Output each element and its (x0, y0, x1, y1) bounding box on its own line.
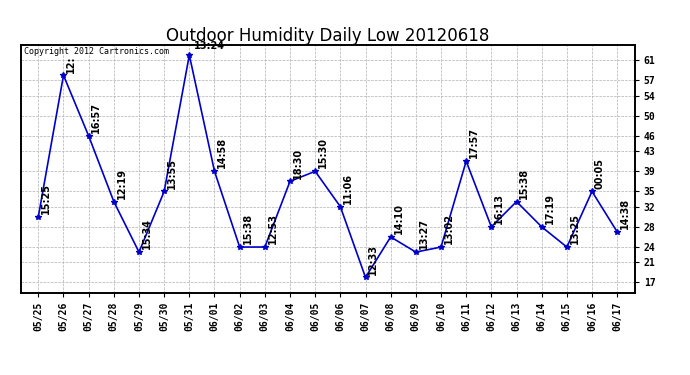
Text: 13:25: 13:25 (570, 213, 580, 244)
Text: 17:19: 17:19 (544, 193, 555, 224)
Text: 18:30: 18:30 (293, 147, 303, 178)
Text: 12:53: 12:53 (268, 213, 277, 244)
Text: 16:57: 16:57 (92, 102, 101, 133)
Text: 14:10: 14:10 (393, 203, 404, 234)
Text: 15:38: 15:38 (242, 213, 253, 244)
Text: 15:25: 15:25 (41, 183, 51, 214)
Text: 15:34: 15:34 (141, 218, 152, 249)
Text: 15:30: 15:30 (318, 138, 328, 168)
Text: 13:55: 13:55 (167, 158, 177, 189)
Text: 00:05: 00:05 (595, 158, 605, 189)
Text: 13:27: 13:27 (419, 218, 428, 249)
Text: 13:02: 13:02 (444, 213, 454, 244)
Text: 17:57: 17:57 (469, 128, 479, 158)
Title: Outdoor Humidity Daily Low 20120618: Outdoor Humidity Daily Low 20120618 (166, 27, 489, 45)
Text: 14:38: 14:38 (620, 198, 630, 229)
Text: 12:19: 12:19 (117, 168, 126, 199)
Text: 16:13: 16:13 (494, 193, 504, 224)
Text: 11:06: 11:06 (343, 173, 353, 204)
Text: 14:58: 14:58 (217, 137, 227, 168)
Text: 13:24: 13:24 (193, 41, 224, 51)
Text: 15:38: 15:38 (520, 168, 529, 199)
Text: Copyright 2012 Cartronics.com: Copyright 2012 Cartronics.com (23, 48, 169, 57)
Text: 12:33: 12:33 (368, 244, 378, 274)
Text: 12:: 12: (66, 55, 77, 72)
